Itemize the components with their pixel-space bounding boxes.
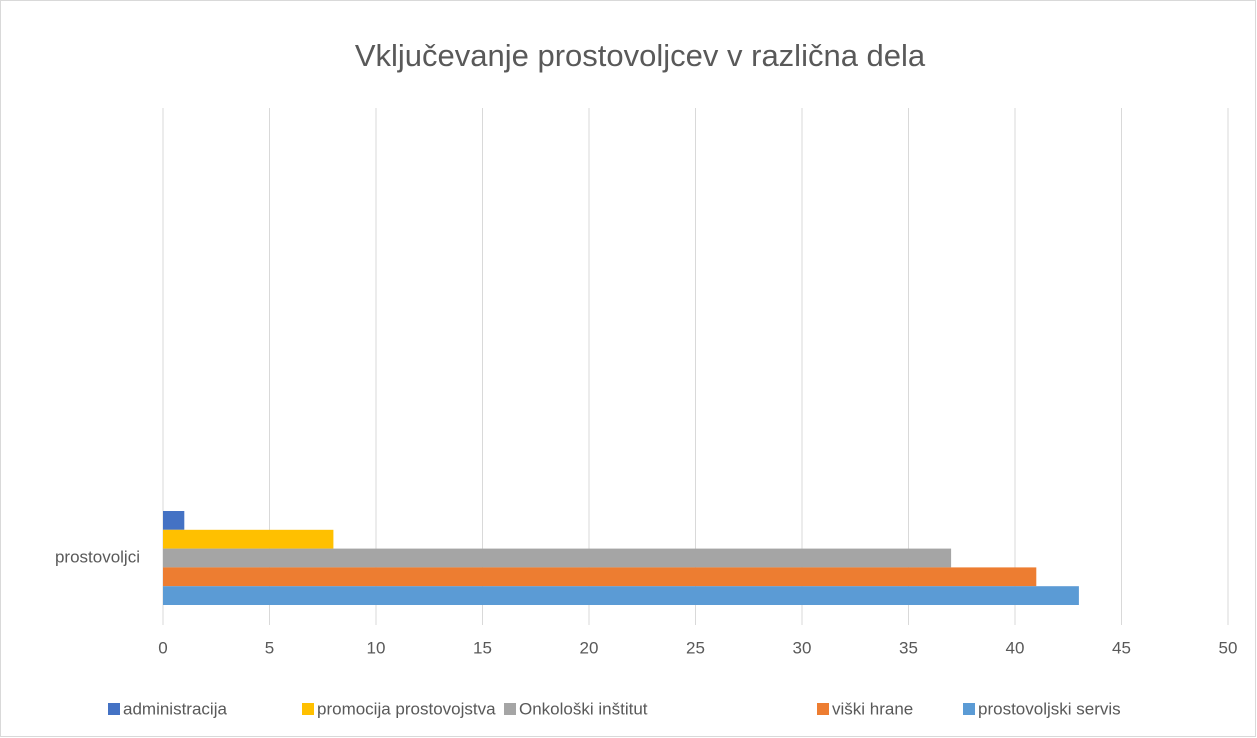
chart-title: Vključevanje prostovoljcev v različna de… <box>355 38 926 73</box>
x-tick-label: 30 <box>793 638 812 657</box>
x-tick-label: 20 <box>580 638 599 657</box>
legend-swatch <box>817 703 829 715</box>
legend-label: administracija <box>123 699 227 718</box>
x-tick-label: 10 <box>367 638 386 657</box>
legend-label: promocija prostovojstva <box>317 699 496 718</box>
legend-swatch <box>302 703 314 715</box>
x-tick-label: 15 <box>473 638 492 657</box>
legend-swatch <box>108 703 120 715</box>
bar <box>163 511 185 530</box>
legend-label: Onkološki inštitut <box>519 699 648 718</box>
bar <box>163 548 952 568</box>
x-tick-label: 35 <box>899 638 918 657</box>
x-tick-label: 5 <box>265 638 274 657</box>
bar <box>163 586 1079 605</box>
y-tick-label: prostovoljci <box>55 547 140 566</box>
legend-swatch <box>504 703 516 715</box>
x-tick-label: 0 <box>158 638 167 657</box>
x-tick-label: 40 <box>1006 638 1025 657</box>
x-tick-label: 45 <box>1112 638 1131 657</box>
x-tick-label: 50 <box>1219 638 1238 657</box>
bar <box>163 567 1037 587</box>
legend-swatch <box>963 703 975 715</box>
legend-label: viški hrane <box>832 699 913 718</box>
legend-label: prostovoljski servis <box>978 699 1121 718</box>
bar <box>163 529 334 549</box>
x-tick-label: 25 <box>686 638 705 657</box>
